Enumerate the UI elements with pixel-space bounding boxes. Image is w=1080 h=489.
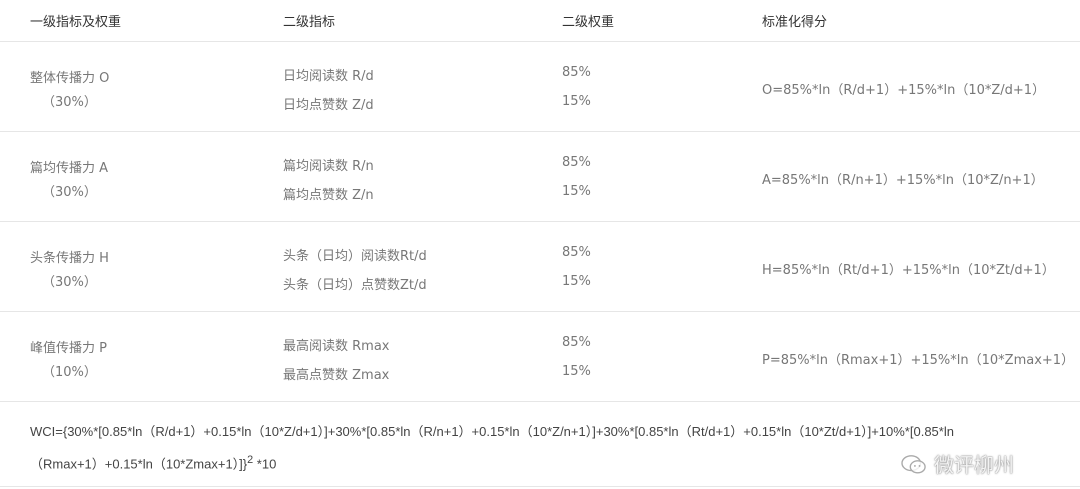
standardized-score: O=85%*ln（R/d+1）+15%*ln（10*Z/d+1） (762, 83, 1046, 98)
primary-indicator: 整体传播力 O (30, 71, 110, 86)
table-body: 整体传播力 O （30%） 日均阅读数 R/d 日均点赞数 Z/d 85% 15… (0, 42, 1080, 402)
secondary-indicator: 头条（日均）阅读数Rt/d (283, 249, 427, 264)
standardized-score: A=85%*ln（R/n+1）+15%*ln（10*Z/n+1） (762, 173, 1044, 188)
formula-tail: *10 (253, 456, 277, 472)
header-col-3: 二级权重 (562, 15, 615, 30)
standardized-score: P=85%*ln（Rmax+1）+15%*ln（10*Zmax+1） (762, 353, 1075, 368)
table-row: 峰值传播力 P （10%） 最高阅读数 Rmax 最高点赞数 Zmax 85% … (0, 312, 1080, 402)
secondary-indicator: 篇均点赞数 Z/n (283, 188, 374, 203)
watermark-text: 微评柳州 (934, 453, 1014, 477)
table-header: 一级指标及权重 二级指标 二级权重 标准化得分 (0, 0, 1080, 42)
divider (0, 486, 1080, 487)
primary-weight: （30%） (42, 95, 97, 110)
secondary-weight: 85% (562, 245, 591, 260)
header-col-2: 二级指标 (283, 15, 336, 30)
secondary-indicator: 头条（日均）点赞数Zt/d (283, 278, 427, 293)
primary-weight: （30%） (42, 275, 97, 290)
standardized-score: H=85%*ln（Rt/d+1）+15%*ln（10*Zt/d+1） (762, 263, 1055, 278)
primary-weight: （30%） (42, 185, 97, 200)
watermark: 微评柳州 (900, 452, 1014, 478)
primary-indicator: 头条传播力 H (30, 251, 109, 266)
secondary-weight: 85% (562, 335, 591, 350)
table-row: 头条传播力 H （30%） 头条（日均）阅读数Rt/d 头条（日均）点赞数Zt/… (0, 222, 1080, 312)
primary-weight: （10%） (42, 365, 97, 380)
header-col-1: 一级指标及权重 (30, 15, 122, 30)
wechat-icon (901, 455, 926, 474)
table-row: 篇均传播力 A （30%） 篇均阅读数 R/n 篇均点赞数 Z/n 85% 15… (0, 132, 1080, 222)
secondary-weight: 15% (562, 364, 591, 379)
formula-exponent: 2 (247, 454, 254, 466)
secondary-weight: 15% (562, 94, 591, 109)
header-col-4: 标准化得分 (762, 15, 828, 30)
secondary-weight: 15% (562, 274, 591, 289)
primary-indicator: 篇均传播力 A (30, 161, 109, 176)
secondary-weight: 85% (562, 155, 591, 170)
secondary-indicator: 日均点赞数 Z/d (283, 98, 374, 113)
secondary-indicator: 篇均阅读数 R/n (283, 159, 374, 174)
secondary-indicator: 最高点赞数 Zmax (283, 368, 390, 383)
table-row: 整体传播力 O （30%） 日均阅读数 R/d 日均点赞数 Z/d 85% 15… (0, 42, 1080, 132)
secondary-weight: 15% (562, 184, 591, 199)
wci-formula: WCI={30%*[0.85*ln（R/d+1）+0.15*ln（10*Z/d+… (30, 418, 1070, 478)
secondary-indicator: 最高阅读数 Rmax (283, 339, 390, 354)
formula-main: WCI={30%*[0.85*ln（R/d+1）+0.15*ln（10*Z/d+… (30, 424, 954, 472)
secondary-indicator: 日均阅读数 R/d (283, 69, 374, 84)
secondary-weight: 85% (562, 65, 591, 80)
primary-indicator: 峰值传播力 P (30, 341, 107, 356)
